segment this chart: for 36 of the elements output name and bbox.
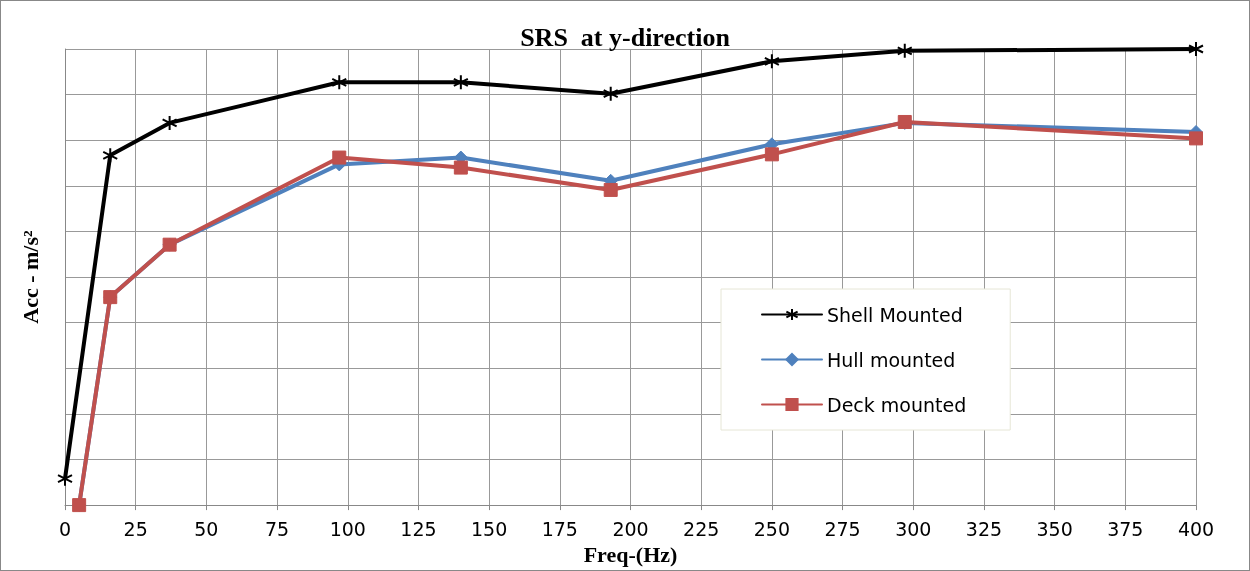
point xyxy=(603,182,618,197)
point xyxy=(331,74,348,91)
x-tick-label: 0 xyxy=(58,517,72,540)
x-tick-label: 400 xyxy=(1177,517,1215,540)
point xyxy=(102,147,119,164)
point xyxy=(1189,131,1203,146)
point xyxy=(764,147,779,162)
x-tick-label: 125 xyxy=(400,517,437,540)
x-tick-label: 275 xyxy=(824,517,861,540)
legend-label: Shell Mounted xyxy=(827,303,963,326)
point xyxy=(1188,41,1204,57)
x-tick-label: 375 xyxy=(1107,517,1144,540)
x-tick-label: 150 xyxy=(470,517,508,540)
x-tick-label: 25 xyxy=(123,517,148,540)
point xyxy=(763,53,780,70)
x-tick-label: 200 xyxy=(612,517,649,540)
x-tick-label: 325 xyxy=(965,517,1003,540)
point xyxy=(332,150,347,165)
x-tick-label: 250 xyxy=(753,517,791,540)
point xyxy=(453,160,468,175)
point xyxy=(602,85,619,102)
x-tick-label: 175 xyxy=(541,517,578,540)
y-axis-title: Acc - m/s² xyxy=(17,229,43,324)
x-tick-label: 225 xyxy=(683,517,720,540)
x-tick-label: 300 xyxy=(895,517,932,540)
x-tick-label: 50 xyxy=(194,517,219,540)
point xyxy=(452,74,469,91)
point xyxy=(896,42,913,59)
x-tick-label: 100 xyxy=(329,517,366,540)
legend-label: Hull mounted xyxy=(827,348,956,371)
point xyxy=(161,114,178,131)
legend-label: Deck mounted xyxy=(827,393,967,416)
x-tick-label: 350 xyxy=(1036,517,1073,540)
x-tick-label: 75 xyxy=(264,517,290,540)
x-axis-title: Freq-(Hz) xyxy=(583,541,678,567)
chart-title: SRS at y-direction xyxy=(520,22,731,52)
